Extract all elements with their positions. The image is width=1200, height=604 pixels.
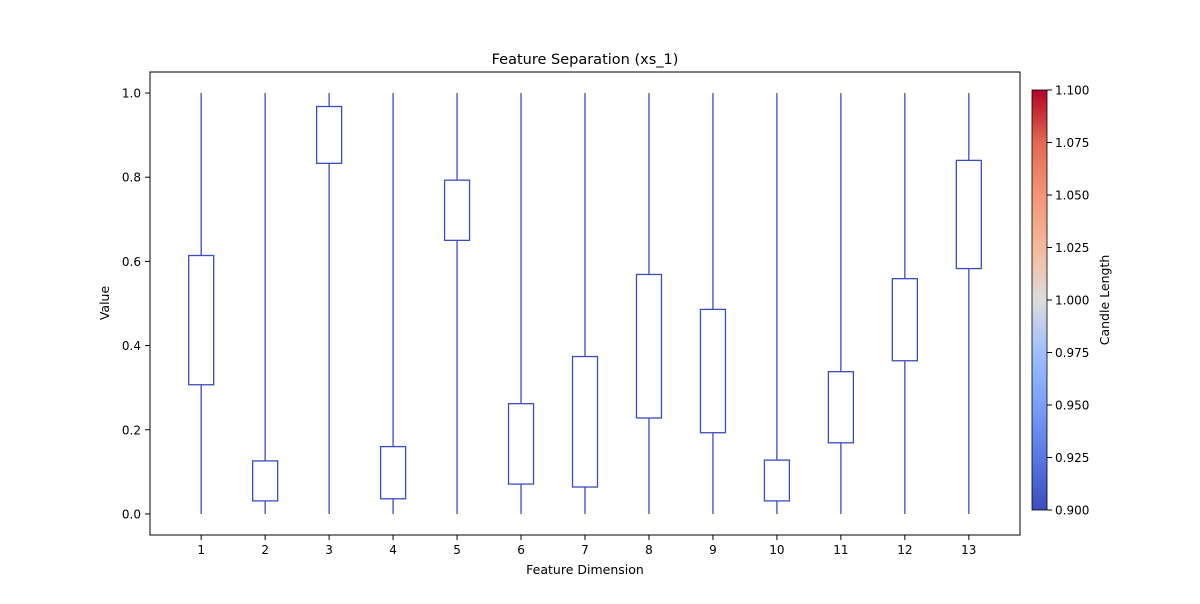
box-9 xyxy=(699,93,727,514)
box-body-9 xyxy=(699,308,727,434)
box-13 xyxy=(955,93,982,514)
box-10 xyxy=(763,93,791,514)
box-body-13 xyxy=(955,159,982,270)
colorbar-ticks: 0.900 0.925 0.950 0.975 1.000 1.025 1.050 1.075… xyxy=(1047,84,1089,518)
x-tick-label-1: 1 xyxy=(197,543,205,557)
y-tick-label-5: 1.0 xyxy=(122,87,141,101)
box-11 xyxy=(827,93,855,514)
colorbar-tick-label-1: 0.925 xyxy=(1055,451,1089,465)
x-tick-label-10: 10 xyxy=(769,543,784,557)
colorbar-label: Candle Length xyxy=(1097,255,1112,346)
box-body-2 xyxy=(251,460,279,502)
box-7 xyxy=(571,93,599,514)
x-tick-label-4: 4 xyxy=(389,543,397,557)
colorbar-tick-label-4: 1.000 xyxy=(1055,294,1089,308)
colorbar: 0.900 0.925 0.950 0.975 1.000 1.025 1.050 1.075… xyxy=(1031,84,1112,518)
x-tick-label-12: 12 xyxy=(897,543,912,557)
colorbar-tick-label-8: 1.100 xyxy=(1055,84,1089,98)
x-axis: 1 2 3 4 5 6 7 8 9 10 11 12 13 xyxy=(197,535,976,557)
y-axis-label: Value xyxy=(97,286,112,321)
colorbar-tick-label-3: 0.975 xyxy=(1055,346,1089,360)
x-tick-label-8: 8 xyxy=(645,543,653,557)
box-4 xyxy=(379,93,407,514)
colorbar-tick-label-2: 0.950 xyxy=(1055,399,1089,413)
x-tick-label-6: 6 xyxy=(517,543,525,557)
box-5 xyxy=(443,93,471,514)
box-body-10 xyxy=(763,459,791,502)
box-body-12 xyxy=(891,278,919,362)
box-body-8 xyxy=(635,273,663,419)
box-body-3 xyxy=(315,105,343,164)
box-2 xyxy=(251,93,279,514)
box-3 xyxy=(315,93,343,514)
colorbar-gradient xyxy=(1031,89,1048,511)
colorbar-tick-label-0: 0.900 xyxy=(1055,504,1089,518)
x-tick-label-3: 3 xyxy=(325,543,333,557)
x-tick-label-7: 7 xyxy=(581,543,589,557)
box-body-6 xyxy=(507,403,535,485)
box-body-7 xyxy=(571,355,599,488)
box-12 xyxy=(891,93,919,514)
box-body-4 xyxy=(379,445,407,500)
y-tick-label-0: 0.0 xyxy=(122,507,141,521)
y-tick-label-3: 0.6 xyxy=(122,255,141,269)
colorbar-tick-label-5: 1.025 xyxy=(1055,241,1089,255)
x-tick-label-11: 11 xyxy=(833,543,848,557)
box-body-5 xyxy=(443,179,471,242)
x-tick-label-2: 2 xyxy=(261,543,269,557)
boxes-layer xyxy=(188,93,982,514)
y-tick-label-4: 0.8 xyxy=(122,171,141,185)
box-8 xyxy=(635,93,663,514)
y-tick-label-2: 0.4 xyxy=(122,339,141,353)
box-body-11 xyxy=(827,371,855,444)
x-tick-label-13: 13 xyxy=(961,543,976,557)
colorbar-tick-label-6: 1.050 xyxy=(1055,189,1089,203)
chart-title: Feature Separation (xs_1) xyxy=(492,52,679,68)
box-1 xyxy=(188,93,215,514)
y-axis: 0.0 0.2 0.4 0.6 0.8 1.0 xyxy=(122,87,150,521)
colorbar-tick-label-7: 1.075 xyxy=(1055,136,1089,150)
x-axis-label: Feature Dimension xyxy=(526,562,644,577)
x-tick-label-9: 9 xyxy=(709,543,717,557)
box-6 xyxy=(507,93,535,514)
x-tick-label-5: 5 xyxy=(453,543,461,557)
box-body-1 xyxy=(188,254,215,386)
y-tick-label-1: 0.2 xyxy=(122,423,141,437)
